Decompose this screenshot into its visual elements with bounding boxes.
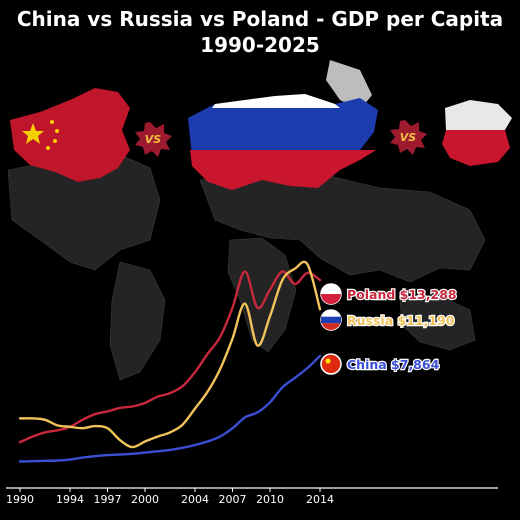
poland-end-label: Poland $13,288 <box>347 287 457 302</box>
russia-map-flag <box>188 94 378 190</box>
poland-map-flag <box>442 100 512 166</box>
x-tick-label: 2007 <box>219 493 247 506</box>
x-tick-label: 1997 <box>94 493 122 506</box>
china-end-label: China $7,864 <box>347 357 440 372</box>
vs-text-1: VS <box>145 133 162 146</box>
x-tick-label: 2000 <box>131 493 159 506</box>
x-tick-label: 2004 <box>181 493 209 506</box>
russia-line <box>18 260 322 449</box>
vs-text-2: VS <box>400 131 417 144</box>
vs-badge-2: VS <box>390 120 427 155</box>
series-lines <box>18 260 322 463</box>
russia-end-label: Russia $11,190 <box>347 313 455 328</box>
x-tick-label: 1990 <box>6 493 34 506</box>
x-tick-label: 2010 <box>256 493 284 506</box>
china-star-icon <box>22 123 44 144</box>
poland-flag-icon <box>320 283 342 305</box>
russia-flag-icon <box>320 309 342 331</box>
world-map-background <box>7 60 486 381</box>
chart-title: China vs Russia vs Poland - GDP per Capi… <box>16 7 504 57</box>
china-flag-icon <box>320 353 342 375</box>
x-tick-label: 2014 <box>306 493 334 506</box>
china-line <box>18 354 322 463</box>
series-end-markers: Poland $13,288 Russia $11,190 China $7,864 <box>320 283 458 375</box>
china-map-flag <box>10 88 130 182</box>
x-axis: 1990 1994 1997 2000 2004 2007 2010 2014 <box>6 487 498 506</box>
x-tick-label: 1994 <box>56 493 84 506</box>
vs-badge-1: VS <box>135 122 172 157</box>
